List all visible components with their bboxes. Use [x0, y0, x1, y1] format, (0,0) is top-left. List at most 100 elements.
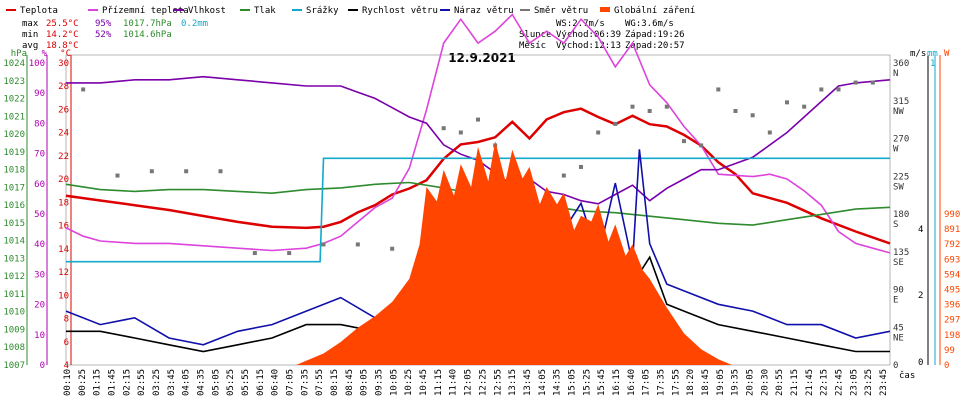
axis-dir-tick: 180	[893, 210, 909, 220]
series-wind-dir-point	[870, 80, 875, 85]
x-tick: 02:55	[137, 369, 147, 396]
series-teplota	[65, 107, 891, 245]
axis-degc-tick: 30	[58, 59, 69, 69]
axis-mm-label: mm	[927, 49, 938, 59]
series-wind-dir-point	[390, 246, 395, 251]
axis-hpa-tick: 1014	[3, 237, 25, 247]
axis-degc-tick: 18	[58, 198, 69, 208]
axis-dir-sub: SE	[893, 258, 904, 268]
x-tick: 23:05	[849, 369, 859, 396]
axis-degc-tick: 26	[58, 105, 69, 115]
axis-pct-tick: 10	[34, 331, 45, 341]
series-sr-ky	[66, 157, 890, 263]
axis-dir-sub: N	[893, 69, 898, 79]
x-tick: 07:55	[315, 369, 325, 396]
x-tick: 12:55	[493, 369, 503, 396]
x-tick: 16:40	[627, 369, 637, 396]
info-sun-set: Západ:19:26	[625, 30, 685, 40]
x-tick: 22:45	[834, 369, 844, 396]
axis-degc-tick: 20	[58, 175, 69, 185]
axis-w-tick: 99	[944, 346, 955, 356]
info-sun-rise: Východ:06:39	[556, 30, 621, 40]
axis-hpa-tick: 1020	[3, 130, 25, 140]
axis-degc-tick: 28	[58, 82, 69, 92]
axis-pct-tick: 30	[34, 270, 45, 280]
x-axis-label: čas	[899, 370, 915, 381]
x-tick: 04:05	[182, 369, 192, 396]
axis-hpa-tick: 1010	[3, 308, 25, 318]
x-tick: 13:45	[523, 369, 533, 396]
x-tick: 02:15	[122, 369, 132, 396]
chart-legend: Teplota Přízemní teplota Vlhkost Tlak Srážky…	[6, 6, 695, 16]
axis-dir-tick: 225	[893, 172, 909, 182]
x-tick: 07:05	[286, 369, 296, 396]
series-wind-dir-point	[287, 251, 292, 256]
series-wind-dir-point	[441, 126, 446, 131]
series-wind-dir-point	[184, 169, 189, 174]
series-wind-dir-point	[716, 87, 721, 92]
stat-avg-label: avg	[22, 41, 38, 51]
axis-degc-tick: 24	[58, 129, 69, 139]
axis-pct-tick: 0	[40, 361, 45, 371]
axis-dir-sub: S	[893, 220, 898, 230]
info-ws: WS:2.7m/s	[556, 19, 605, 29]
legend-label: Tlak	[254, 6, 276, 16]
axis-w-label: W	[944, 49, 950, 59]
x-tick: 20:55	[775, 369, 785, 396]
x-tick: 00:25	[78, 369, 88, 396]
series-wind-dir-point	[458, 130, 463, 135]
legend-label: Vlhkost	[188, 6, 226, 16]
legend-label: Teplota	[20, 6, 58, 16]
x-tick: 01:45	[108, 369, 118, 396]
x-tick: 01:15	[93, 369, 103, 396]
axis-degc-tick: 14	[58, 245, 69, 255]
axis-w-tick: 0	[944, 361, 949, 371]
stat-min-temp: 14.2°C	[46, 30, 79, 40]
series-wind-dir-point	[149, 169, 154, 174]
x-tick: 18:20	[686, 369, 696, 396]
axis-pct-tick: 80	[34, 119, 45, 129]
axis-ms-label: m/s	[910, 49, 926, 59]
series-wind-dir-point	[476, 117, 480, 122]
x-tick: 17:35	[656, 369, 666, 396]
x-tick: 08:45	[345, 369, 355, 396]
series-wind-dir-point	[699, 143, 704, 148]
axis-hpa-label: hPa	[11, 49, 27, 59]
series-wind-dir-point	[750, 113, 755, 118]
series-wind-dir-point	[853, 80, 858, 85]
x-tick: 15:25	[582, 369, 592, 396]
stat-max-press: 1017.7hPa	[123, 19, 172, 29]
x-tick: 14:05	[538, 369, 548, 396]
x-tick: 20:05	[745, 369, 755, 396]
series-wind-dir-point	[355, 242, 360, 247]
axis-dir-tick: 270	[893, 135, 909, 145]
axis-hpa-tick: 1018	[3, 166, 25, 176]
axis-hpa-tick: 1022	[3, 95, 25, 105]
x-tick: 09:35	[375, 369, 385, 396]
x-tick: 00:10	[63, 369, 73, 396]
x-tick: 10:05	[389, 369, 399, 396]
axis-hpa-tick: 1021	[3, 112, 25, 122]
series-wind-dir-point	[819, 87, 824, 92]
stat-min-press: 1014.6hPa	[123, 30, 172, 40]
info-moon-set: Západ:20:57	[625, 41, 685, 51]
axis-hpa-tick: 1013	[3, 254, 25, 264]
stats-block: max 25.5°C 95% 1017.7hPa 0.2mm min 14.2°…	[22, 19, 208, 51]
x-tick: 03:45	[167, 369, 177, 396]
x-tick: 09:05	[360, 369, 370, 396]
axis-hpa-tick: 1017	[3, 183, 25, 193]
x-tick: 20:30	[760, 369, 770, 396]
series-wind-dir-point	[836, 87, 841, 92]
series-wind-dir-point	[218, 169, 223, 174]
x-tick: 19:05	[716, 369, 726, 396]
stat-avg-temp: 18.8°C	[46, 41, 79, 51]
axis-hpa-tick: 1016	[3, 201, 25, 211]
x-tick: 11:15	[434, 369, 444, 396]
legend-label: Rychlost větru	[362, 6, 438, 16]
x-tick: 08:15	[330, 369, 340, 396]
axis-hpa-tick: 1015	[3, 219, 25, 229]
x-tick: 16:15	[612, 369, 622, 396]
axis-degc-tick: 6	[64, 338, 69, 348]
info-sun-label: Slunce	[519, 30, 552, 40]
axis-dir-tick: 45	[893, 323, 904, 333]
